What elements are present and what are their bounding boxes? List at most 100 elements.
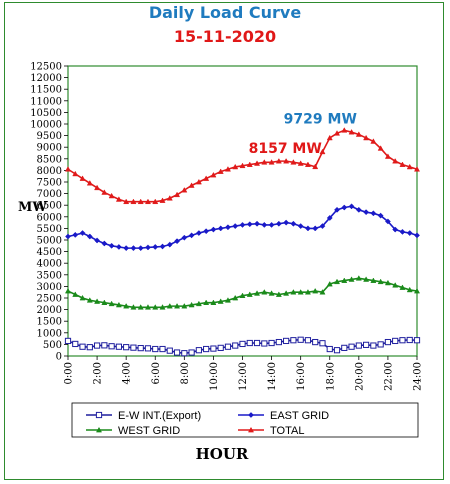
series-east-grid bbox=[65, 203, 420, 252]
data-point bbox=[297, 223, 304, 230]
data-point bbox=[348, 276, 355, 282]
data-point bbox=[261, 221, 268, 228]
data-point bbox=[268, 290, 275, 296]
data-point bbox=[101, 189, 108, 195]
data-point bbox=[304, 161, 311, 167]
data-point bbox=[72, 340, 79, 348]
x-tick-label: 14:00 bbox=[267, 362, 278, 391]
data-point bbox=[188, 232, 195, 239]
data-point bbox=[363, 276, 370, 282]
data-point bbox=[159, 197, 166, 203]
data-point bbox=[144, 198, 152, 205]
data-point bbox=[224, 343, 232, 350]
data-point bbox=[363, 341, 370, 348]
data-point bbox=[355, 342, 362, 349]
y-tick-label: 7500 bbox=[37, 178, 62, 189]
data-point bbox=[261, 159, 268, 165]
data-point bbox=[333, 278, 341, 285]
data-point bbox=[130, 245, 137, 252]
y-tick-label: 5000 bbox=[37, 236, 62, 247]
data-point bbox=[232, 223, 239, 230]
data-point bbox=[203, 345, 210, 353]
legend-label: EAST GRID bbox=[270, 410, 329, 422]
x-tick-label: 0:00 bbox=[64, 362, 75, 384]
data-point bbox=[224, 297, 231, 303]
data-point bbox=[123, 344, 130, 351]
data-point bbox=[108, 343, 115, 350]
data-point bbox=[326, 134, 333, 141]
data-point bbox=[137, 245, 144, 252]
data-point bbox=[275, 220, 282, 227]
y-tick-label: 4500 bbox=[37, 247, 62, 258]
data-point bbox=[348, 343, 355, 350]
data-point bbox=[217, 298, 224, 304]
data-point bbox=[341, 277, 348, 283]
data-point bbox=[174, 238, 181, 245]
data-point bbox=[261, 340, 268, 347]
data-point bbox=[341, 127, 348, 133]
data-point bbox=[268, 339, 275, 347]
data-point bbox=[326, 345, 333, 353]
data-point bbox=[275, 338, 282, 346]
data-point bbox=[399, 337, 406, 344]
data-point bbox=[79, 230, 86, 236]
data-point bbox=[166, 195, 173, 201]
data-point bbox=[246, 161, 253, 167]
data-point bbox=[217, 225, 224, 232]
data-point bbox=[137, 345, 144, 352]
y-tick-label: 9000 bbox=[37, 143, 62, 154]
data-point bbox=[384, 279, 391, 286]
data-point bbox=[399, 284, 406, 290]
data-point bbox=[123, 303, 130, 309]
data-point bbox=[304, 225, 311, 232]
data-point bbox=[254, 290, 261, 296]
data-point bbox=[377, 145, 384, 151]
y-axis-label: MW bbox=[18, 200, 47, 215]
data-point bbox=[130, 198, 137, 205]
data-point bbox=[130, 304, 137, 310]
x-tick-label: 8:00 bbox=[180, 362, 191, 384]
data-point bbox=[304, 337, 312, 344]
series-west-grid bbox=[64, 275, 421, 310]
data-point bbox=[101, 240, 108, 247]
x-tick-label: 10:00 bbox=[209, 362, 220, 391]
x-tick-label: 6:00 bbox=[151, 362, 162, 384]
data-point bbox=[414, 232, 420, 239]
data-point bbox=[72, 231, 79, 238]
data-point bbox=[406, 230, 413, 236]
data-point bbox=[261, 289, 268, 295]
data-point bbox=[94, 237, 101, 244]
legend-item: WEST GRID bbox=[86, 425, 180, 437]
data-point bbox=[225, 224, 231, 231]
data-point bbox=[384, 338, 392, 346]
data-point bbox=[217, 344, 224, 351]
data-point bbox=[326, 215, 333, 221]
data-point bbox=[399, 161, 406, 167]
data-point bbox=[334, 206, 340, 213]
legend-label: TOTAL bbox=[270, 425, 304, 437]
data-point bbox=[210, 299, 217, 305]
data-point bbox=[392, 337, 399, 345]
data-point bbox=[406, 286, 413, 293]
y-tick-label: 11500 bbox=[30, 85, 62, 96]
data-point bbox=[123, 245, 130, 252]
y-tick-label: 1500 bbox=[37, 317, 62, 328]
data-point bbox=[181, 234, 188, 241]
data-point bbox=[239, 340, 246, 348]
data-point bbox=[232, 294, 239, 301]
data-point bbox=[283, 337, 290, 345]
data-point bbox=[377, 278, 384, 285]
data-point bbox=[384, 218, 391, 225]
data-point bbox=[246, 291, 253, 297]
data-point bbox=[210, 171, 217, 178]
y-tick-label: 3500 bbox=[37, 270, 62, 281]
data-point bbox=[64, 287, 72, 294]
x-axis: 0:00 2:00 4:00 6:00 8:00 10:00 12:00 14:00 16:00… bbox=[64, 356, 424, 391]
data-point bbox=[130, 344, 137, 351]
data-point bbox=[283, 219, 290, 226]
series-e-w-int-export bbox=[64, 336, 421, 357]
data-point bbox=[232, 163, 239, 170]
data-point bbox=[137, 198, 144, 205]
y-tick-label: 1000 bbox=[37, 328, 62, 339]
data-point bbox=[195, 347, 202, 354]
